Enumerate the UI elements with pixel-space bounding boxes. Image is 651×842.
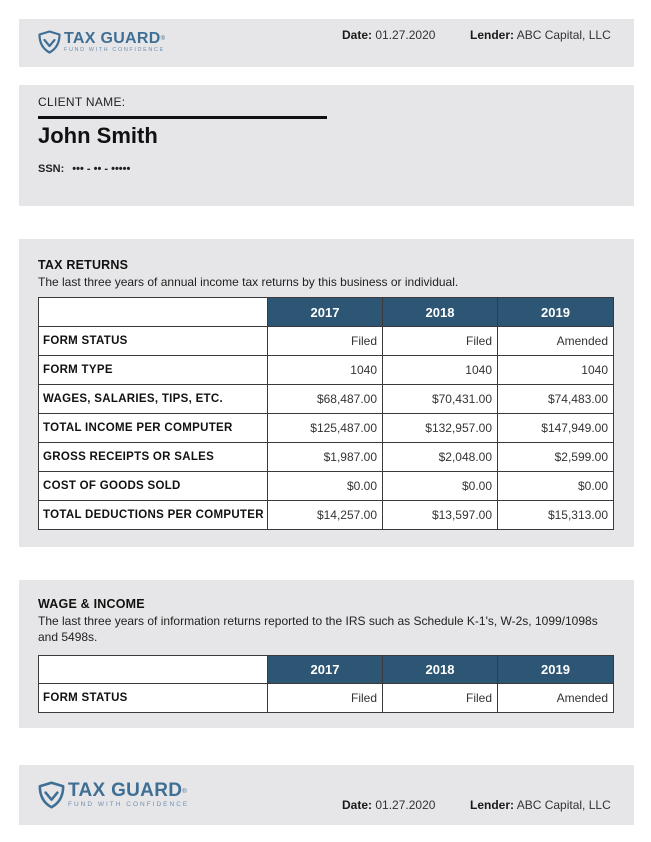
client-name: John Smith [38, 123, 158, 148]
year-header: 2018 [382, 655, 498, 684]
table-cell: 1040 [382, 355, 498, 385]
table-row: TOTAL INCOME PER COMPUTER $125,487.00 $1… [38, 413, 614, 443]
brand-tagline: FUND WITH CONFIDENCE [68, 801, 190, 808]
year-header: 2019 [497, 655, 614, 684]
row-label: FORM TYPE [38, 355, 268, 385]
row-label: TOTAL DEDUCTIONS PER COMPUTER [38, 500, 268, 530]
table-cell: $125,487.00 [267, 413, 383, 443]
table-cell: Filed [382, 326, 498, 356]
table-row: GROSS RECEIPTS OR SALES $1,987.00 $2,048… [38, 442, 614, 472]
client-name-label: CLIENT NAME: [38, 95, 126, 109]
table-cell: $0.00 [267, 471, 383, 501]
table-corner [38, 655, 268, 684]
section-title: WAGE & INCOME [38, 597, 145, 611]
table-cell: $147,949.00 [497, 413, 614, 443]
table-corner [38, 297, 268, 327]
brand-name: TAX GUARD® [68, 780, 187, 801]
header-lender: Lender: ABC Capital, LLC [470, 28, 611, 42]
table-cell: $68,487.00 [267, 384, 383, 414]
ssn-label: SSN: [38, 163, 65, 175]
table-cell: $0.00 [382, 471, 498, 501]
divider [38, 116, 327, 119]
table-cell: Amended [497, 683, 614, 713]
table-row: WAGES, SALARIES, TIPS, ETC. $68,487.00 $… [38, 384, 614, 414]
table-cell: 1040 [267, 355, 383, 385]
header-date: Date: 01.27.2020 [342, 28, 436, 42]
table-cell: Filed [267, 683, 383, 713]
table-cell: $14,257.00 [267, 500, 383, 530]
tax-returns-table: 2017 2018 2019 FORM STATUS Filed Filed A… [38, 297, 614, 530]
shield-logo-icon [38, 781, 65, 809]
table-cell: Amended [497, 326, 614, 356]
table-cell: $0.00 [497, 471, 614, 501]
tax-guard-logo: TAX GUARD® FUND WITH CONFIDENCE [38, 781, 189, 809]
table-cell: Filed [382, 683, 498, 713]
table-row: FORM TYPE 1040 1040 1040 [38, 355, 614, 385]
table-cell: $13,597.00 [382, 500, 498, 530]
section-description: The last three years of annual income ta… [38, 275, 459, 289]
footer-panel: TAX GUARD® FUND WITH CONFIDENCE Date: 01… [19, 765, 634, 825]
table-cell: $132,957.00 [382, 413, 498, 443]
brand-name: TAX GUARD® [64, 30, 166, 47]
client-panel: CLIENT NAME: John Smith SSN: ••• - •• - •… [19, 85, 634, 206]
footer-date: Date: 01.27.2020 [342, 798, 436, 812]
shield-logo-icon [38, 30, 61, 54]
table-cell: $1,987.00 [267, 442, 383, 472]
table-cell: $2,599.00 [497, 442, 614, 472]
header-panel: TAX GUARD® FUND WITH CONFIDENCE Date: 01… [19, 19, 634, 67]
table-cell: $74,483.00 [497, 384, 614, 414]
table-cell: 1040 [497, 355, 614, 385]
table-row: FORM STATUS Filed Filed Amended [38, 326, 614, 356]
table-cell: Filed [267, 326, 383, 356]
row-label: FORM STATUS [38, 683, 268, 713]
section-description: The last three years of information retu… [38, 614, 598, 644]
table-cell: $2,048.00 [382, 442, 498, 472]
row-label: WAGES, SALARIES, TIPS, ETC. [38, 384, 268, 414]
table-row: FORM STATUS Filed Filed Amended [38, 683, 614, 713]
row-label: GROSS RECEIPTS OR SALES [38, 442, 268, 472]
wage-income-table: 2017 2018 2019 FORM STATUS Filed Filed A… [38, 655, 614, 713]
row-label: TOTAL INCOME PER COMPUTER [38, 413, 268, 443]
footer-lender: Lender: ABC Capital, LLC [470, 798, 611, 812]
row-label: FORM STATUS [38, 326, 268, 356]
table-row: TOTAL DEDUCTIONS PER COMPUTER $14,257.00… [38, 500, 614, 530]
ssn-field: SSN: ••• - •• - ••••• [38, 163, 130, 175]
year-header: 2017 [267, 297, 383, 327]
tax-guard-logo: TAX GUARD® FUND WITH CONFIDENCE [38, 30, 165, 54]
table-row: COST OF GOODS SOLD $0.00 $0.00 $0.00 [38, 471, 614, 501]
brand-tagline: FUND WITH CONFIDENCE [64, 47, 165, 53]
wage-income-panel: WAGE & INCOME The last three years of in… [19, 580, 634, 728]
year-header: 2018 [382, 297, 498, 327]
year-header: 2019 [497, 297, 614, 327]
tax-returns-panel: TAX RETURNS The last three years of annu… [19, 239, 634, 547]
section-title: TAX RETURNS [38, 258, 129, 272]
table-cell: $15,313.00 [497, 500, 614, 530]
ssn-value: ••• - •• - ••••• [72, 163, 131, 175]
row-label: COST OF GOODS SOLD [38, 471, 268, 501]
table-cell: $70,431.00 [382, 384, 498, 414]
year-header: 2017 [267, 655, 383, 684]
